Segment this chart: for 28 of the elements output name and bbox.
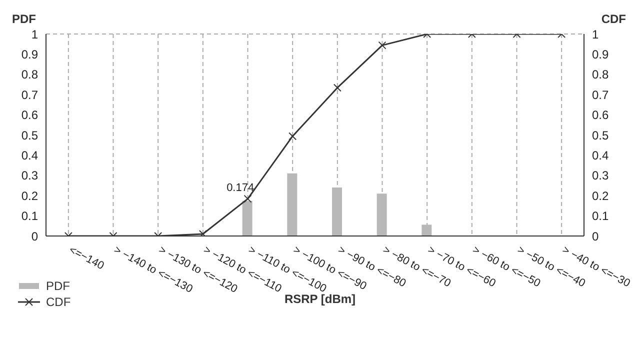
y2-tick-label: 0.9 (592, 47, 610, 62)
y2-tick-label: 1 (592, 27, 599, 42)
y-tick-label: 0.3 (21, 168, 38, 183)
y-tick-label: 0.7 (21, 88, 38, 102)
y2-tick-label: 0.3 (592, 168, 610, 183)
y-tick-label: 0.1 (21, 209, 38, 224)
y-tick-label: 1 (31, 27, 38, 42)
data-label: 0.174 (226, 182, 254, 194)
y-tick-label: 0 (31, 229, 38, 244)
legend-label: PDF (46, 279, 70, 293)
y-tick-label: 0.6 (21, 108, 38, 122)
y-tick-label: 0.9 (21, 47, 38, 62)
y2-tick-label: 0.4 (592, 148, 610, 162)
x-axis-title: RSRP [dBm] (284, 292, 356, 306)
y2-tick-label: 0.5 (592, 128, 610, 142)
y-tick-label: 0.2 (21, 188, 38, 203)
y-tick-label: 0.8 (21, 68, 38, 82)
y2-tick-label: 0.2 (592, 188, 610, 203)
legend-label: CDF (46, 295, 71, 309)
y2-tick-label: 0.1 (592, 209, 610, 224)
y2-tick-label: 0.8 (592, 68, 610, 82)
y2-tick-label: 0.7 (592, 88, 610, 102)
y-tick-label: 0.4 (21, 148, 38, 162)
y2-tick-label: 0 (592, 229, 599, 244)
y2-axis-title: CDF (601, 12, 626, 26)
y-tick-label: 0.5 (21, 128, 38, 142)
y2-tick-label: 0.6 (592, 108, 610, 122)
y-axis-title: PDF (12, 12, 36, 26)
